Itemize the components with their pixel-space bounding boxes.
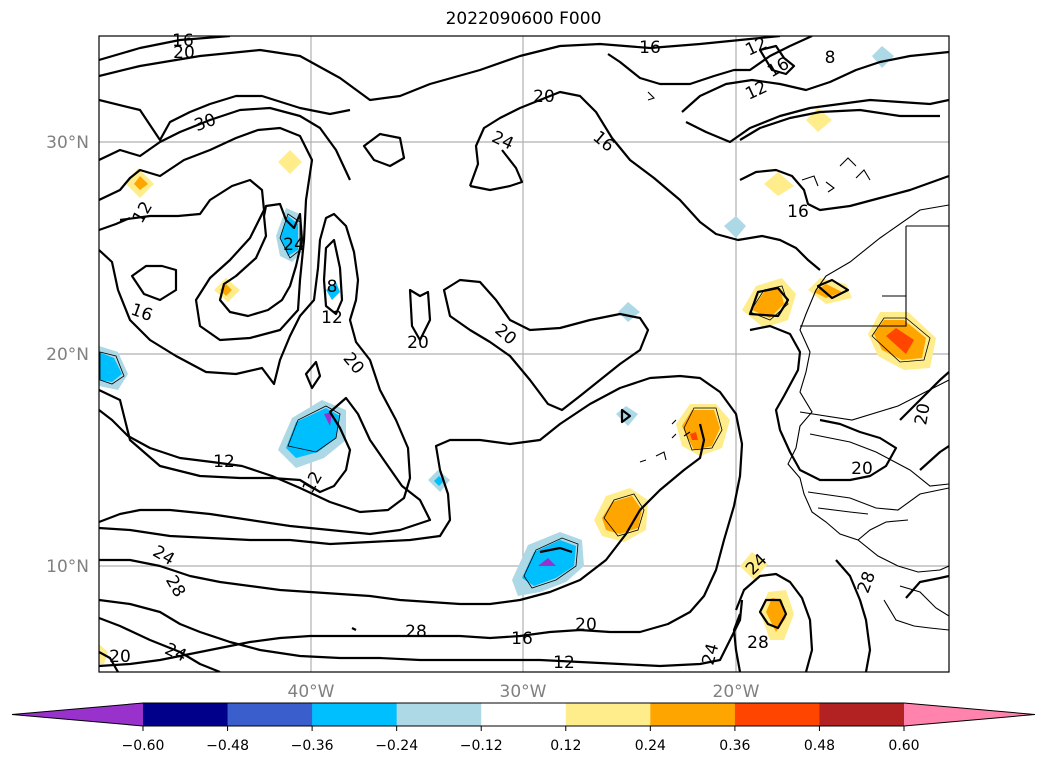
contour-label: 20 (533, 87, 555, 107)
thin-contours (99, 213, 931, 589)
coastlines (639, 91, 949, 631)
colorbar-tick-label: 0.36 (719, 738, 750, 754)
colorbar-swatch (227, 703, 313, 726)
colorbar-swatch (734, 703, 820, 726)
contour-label: 8 (825, 48, 836, 68)
contour-label: 16 (639, 38, 661, 58)
contour-label: 12 (321, 308, 343, 328)
contour-label: 16 (787, 202, 809, 222)
contour-label: 28 (747, 633, 769, 653)
colorbar-swatch (143, 703, 229, 726)
lat-label: 20°N (46, 345, 89, 365)
colorbar-tick-label: −0.36 (291, 738, 334, 754)
contour-label: 20 (851, 459, 873, 479)
colorbar-tick-label: 0.60 (888, 738, 919, 754)
colorbar-extend-low (12, 703, 143, 726)
colorbar-swatch (819, 703, 905, 726)
contour-label: 12 (213, 452, 235, 472)
contour-label: 20 (173, 43, 195, 63)
lat-label: 30°N (46, 133, 89, 153)
colorbar-tick-label: −0.48 (206, 738, 249, 754)
lon-label: 20°W (713, 682, 760, 702)
contour-label: 20 (911, 402, 934, 427)
latitude-labels: 30°N 20°N 10°N (46, 133, 89, 577)
contour-label: 20 (109, 647, 131, 667)
contour-label: 12 (553, 653, 575, 673)
colorbar: −0.60 −0.48 −0.36 −0.24 −0.12 0.12 0.24 0.36 0.4… (11, 702, 1036, 754)
contour-label: 20 (575, 615, 597, 635)
colorbar-swatch (481, 703, 567, 726)
lon-label: 40°W (288, 682, 335, 702)
longitude-labels: 40°W 30°W 20°W (288, 682, 760, 702)
main-contours (99, 36, 949, 672)
lon-label: 30°W (500, 682, 547, 702)
map-frame (98, 35, 950, 673)
colorbar-swatch (565, 703, 651, 726)
colorbar-swatch (650, 703, 736, 726)
map-title: 2022090600 F000 (445, 9, 602, 29)
colorbar-tick-label: 0.24 (635, 738, 666, 754)
contour-label: 8 (327, 277, 338, 297)
colorbar-swatch (396, 703, 482, 726)
colorbar-tick-label: −0.24 (375, 738, 418, 754)
colorbar-tick-label: 0.12 (550, 738, 581, 754)
colorbar-tick-label: 0.48 (804, 738, 835, 754)
colorbar-extend-high (904, 703, 1035, 726)
contour-label: 16 (511, 629, 533, 649)
contour-label: 28 (405, 622, 427, 642)
contour-label: 24 (283, 235, 305, 255)
colorbar-tick-label: −0.12 (460, 738, 503, 754)
lat-label: 10°N (46, 557, 89, 577)
colorbar-tick-label: −0.60 (122, 738, 165, 754)
contour-label: 20 (407, 333, 429, 353)
colorbar-swatch (312, 703, 398, 726)
